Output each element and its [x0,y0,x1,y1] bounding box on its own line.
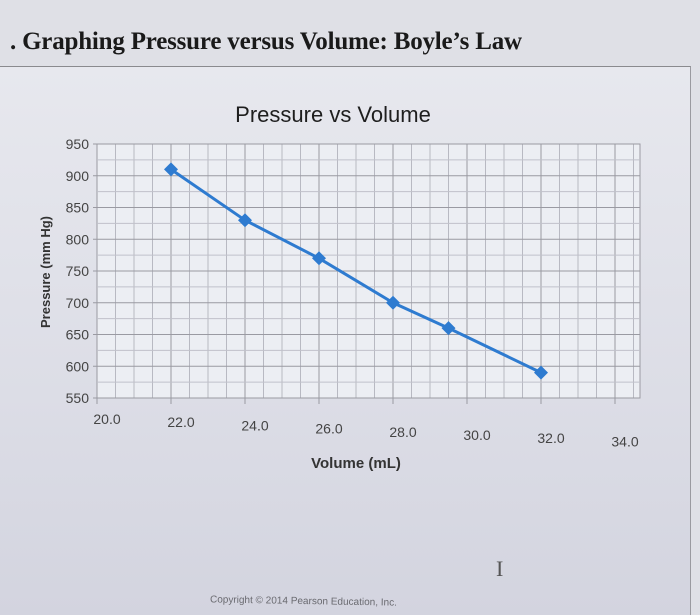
diamond-marker-icon [238,213,252,228]
y-tick-label: 600 [66,358,90,374]
x-tick-label: 28.0 [389,424,416,440]
y-axis-label: Pressure (mm Hg) [38,216,53,328]
chart-grid [93,143,641,404]
x-tick-label: 30.0 [463,427,490,443]
x-tick-label: 22.0 [167,414,194,430]
x-tick-label: 32.0 [537,430,564,446]
y-tick-label: 750 [66,263,90,279]
y-tick-label: 550 [66,390,90,406]
y-tick-label: 950 [66,136,90,152]
y-tick-label: 800 [66,231,90,247]
x-tick-label: 26.0 [315,421,342,437]
x-axis-label: Volume (mL) [311,455,401,472]
text-cursor-icon: I [496,556,504,581]
data-series [164,162,548,380]
x-tick-label: 34.0 [611,433,638,449]
diamond-marker-icon [312,251,326,266]
y-tick-label: 700 [66,295,90,311]
series-line [170,168,542,374]
x-axis-ticks: 20.0 22.0 24.0 26.0 28.0 30.0 32.0 34.0 [93,411,638,449]
heading-text: Graphing Pressure versus Volume: Boyle’s… [22,28,522,55]
heading-bullet: . [10,28,17,55]
page-heading: . Graphing Pressure versus Volume: Boyle’… [10,28,522,56]
x-tick-label: 20.0 [93,411,120,427]
y-axis-ticks: 950 900 850 800 750 700 650 600 550 [66,136,90,406]
diamond-marker-icon [534,365,548,380]
diamond-marker-icon [386,295,400,310]
diamond-marker-icon [164,162,178,177]
x-tick-label: 24.0 [241,417,268,433]
chart-title: Pressure vs Volume [235,102,431,127]
y-tick-label: 850 [66,200,90,216]
y-tick-label: 650 [66,327,90,343]
diamond-marker-icon [441,321,456,336]
y-tick-label: 900 [66,168,90,184]
